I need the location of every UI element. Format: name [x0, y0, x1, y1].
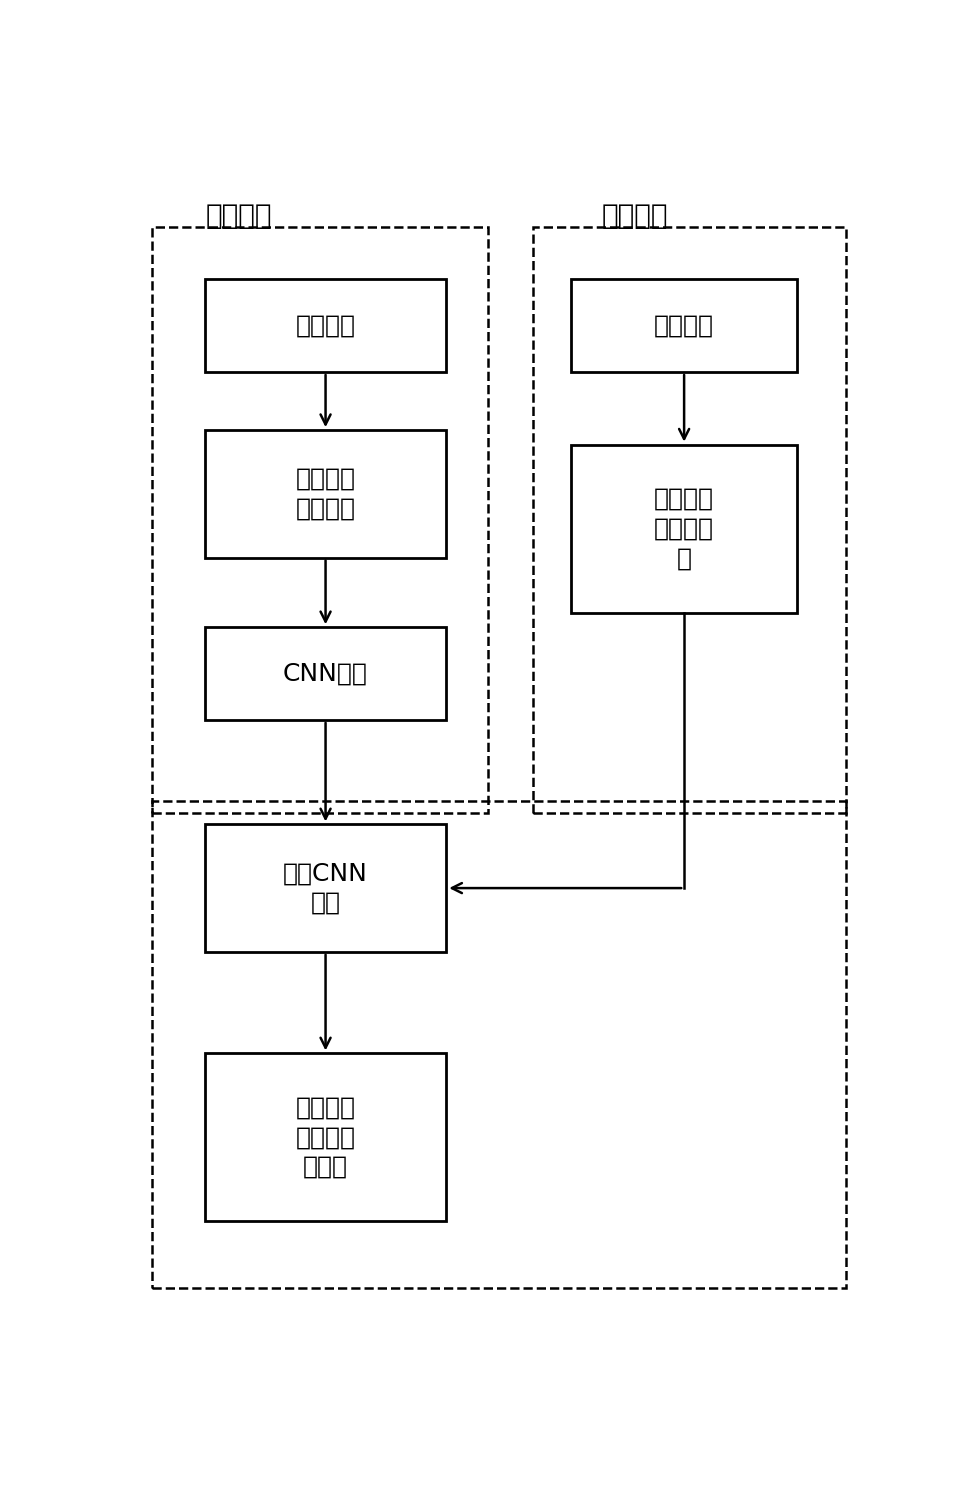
Text: 测试图片: 测试图片 [655, 313, 714, 337]
Text: CNN训练: CNN训练 [283, 661, 368, 685]
Text: 目标农作
物图片分
类结果: 目标农作 物图片分 类结果 [295, 1096, 356, 1179]
Text: 训练阶段: 训练阶段 [206, 202, 272, 229]
Bar [205, 824, 446, 952]
Bar [533, 227, 846, 813]
Bar [205, 626, 446, 720]
Bar [205, 431, 446, 557]
Bar [152, 801, 846, 1288]
Text: 测试阶段: 测试阶段 [602, 202, 668, 229]
Bar [205, 1053, 446, 1221]
Bar [152, 227, 488, 813]
Bar [571, 279, 798, 372]
Bar [205, 279, 446, 372]
Text: 训练图片: 训练图片 [295, 313, 356, 337]
Text: 定位目标
农作物区
域: 定位目标 农作物区 域 [655, 486, 714, 571]
Text: 定位目标
植物区域: 定位目标 植物区域 [295, 467, 356, 521]
Bar [571, 444, 798, 613]
Text: 形成CNN
模型: 形成CNN 模型 [283, 861, 368, 916]
